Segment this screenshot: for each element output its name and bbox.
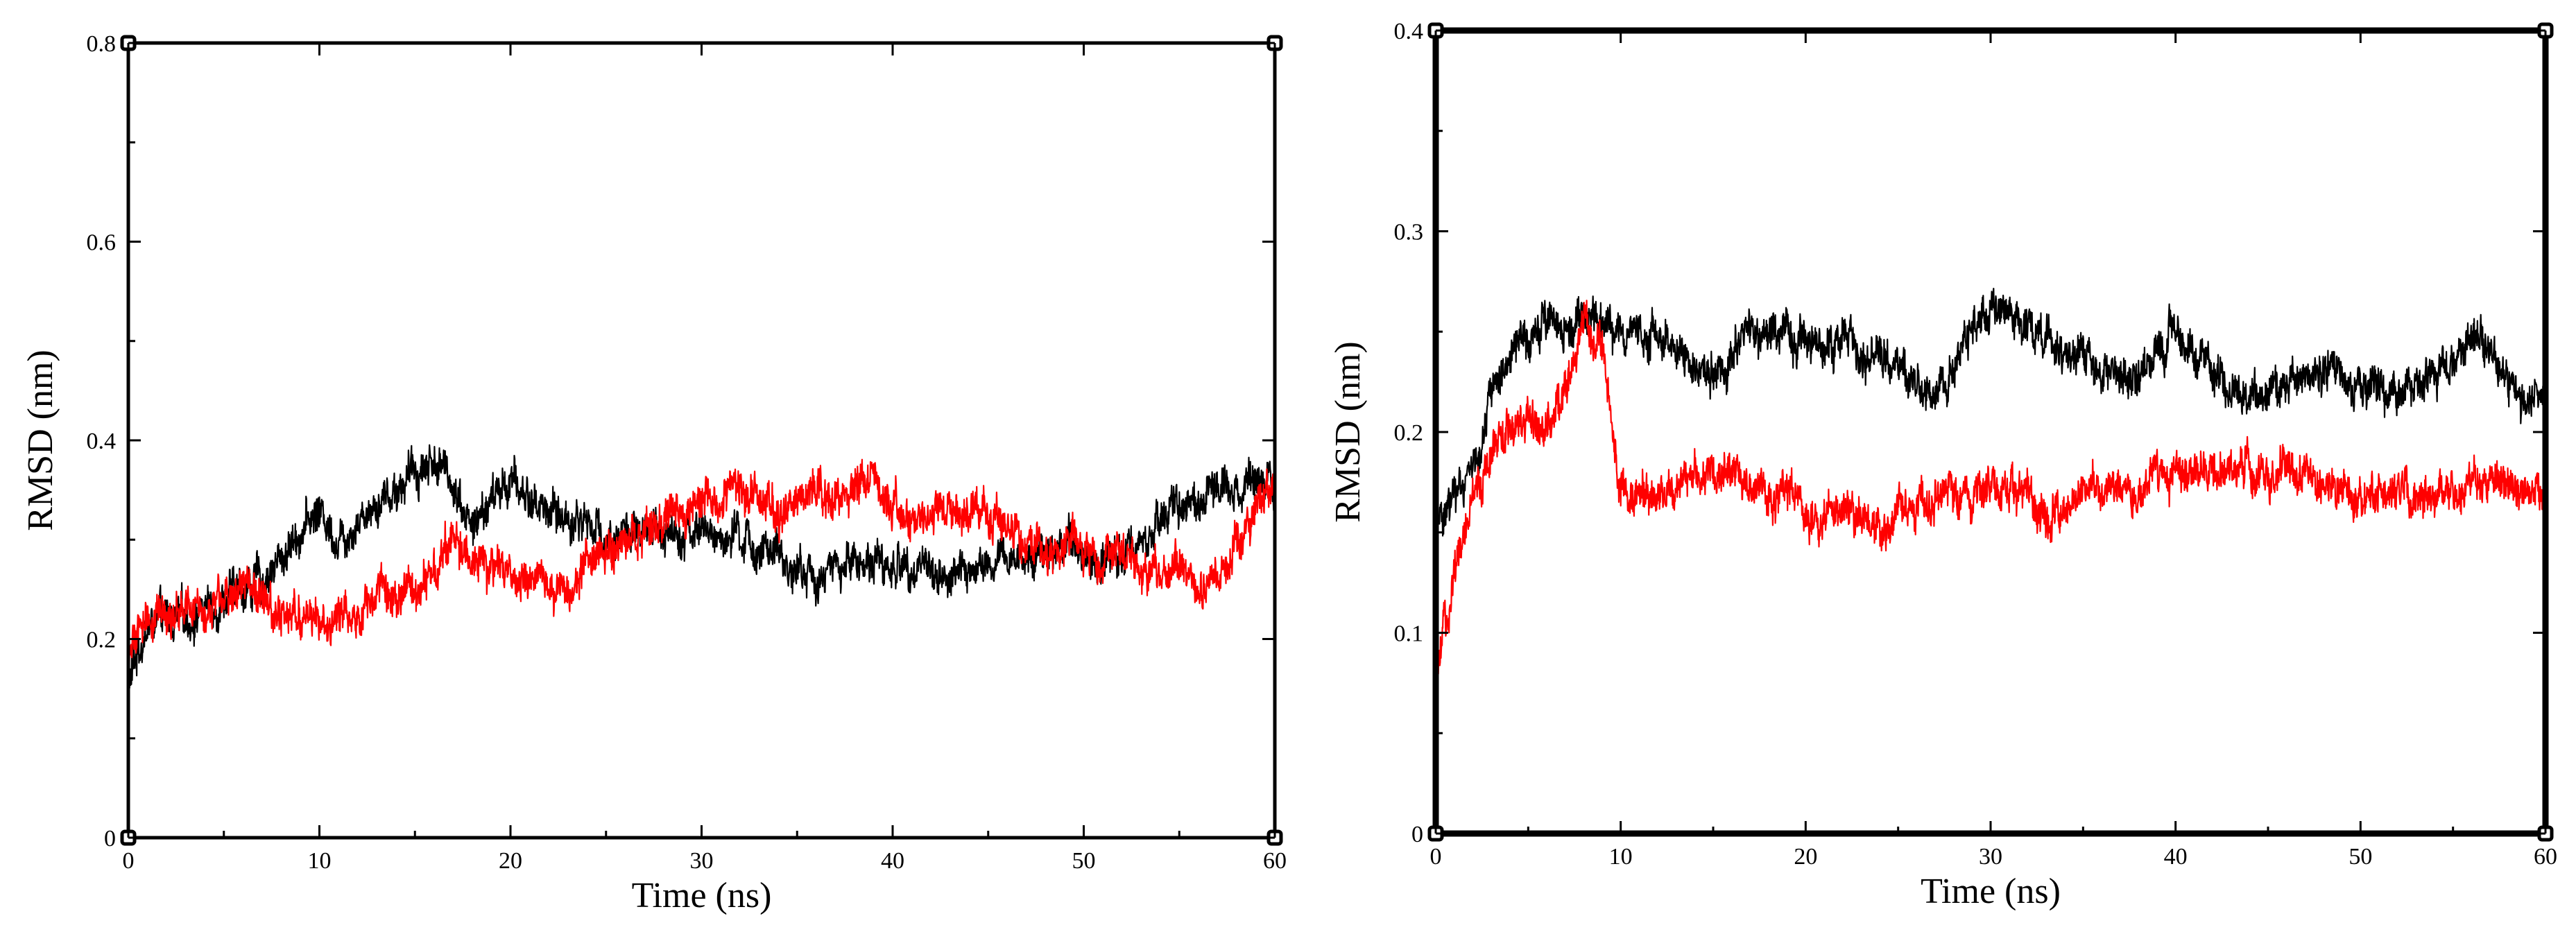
x-axis-title: Time (ns) (632, 876, 772, 915)
y-tick-label: 0.2 (87, 628, 117, 653)
y-tick-label: 0.3 (1394, 220, 1424, 245)
x-tick-label: 50 (1072, 848, 1096, 874)
chart-panel-2: 0 10 20 30 40 50 60 0 0.1 0.2 0.3 0.4 Time (ns) RMSD … (1328, 19, 2557, 911)
plot-frame (126, 41, 1277, 840)
series-line-1 (1436, 288, 2545, 537)
series-line-2 (1436, 300, 2545, 680)
plot-frame (1432, 27, 2549, 837)
x-tick-label: 40 (2164, 844, 2188, 870)
x-tick-label: 50 (2349, 844, 2372, 870)
y-axis-title: RMSD (nm) (21, 350, 60, 530)
x-tick-label: 20 (1794, 844, 1817, 870)
x-tick-label: 60 (1263, 848, 1287, 874)
y-tick-label: 0 (1411, 822, 1423, 847)
y-tick-label: 0.6 (87, 230, 117, 256)
y-tick-label: 0.4 (87, 429, 117, 454)
y-tick-label: 0.2 (1394, 420, 1424, 446)
x-tick-label: 60 (2534, 844, 2557, 870)
y-tick-label: 0.1 (1394, 621, 1424, 647)
x-tick-label: 0 (1430, 844, 1442, 870)
y-tick-label: 0.4 (1394, 19, 1424, 44)
y-tick-label: 0.8 (87, 31, 117, 57)
x-tick-label: 30 (1979, 844, 2002, 870)
x-tick-label: 10 (1609, 844, 1633, 870)
x-tick-label: 40 (881, 848, 904, 874)
y-axis-title: RMSD (nm) (1328, 341, 1368, 522)
chart-panel-1: 0 10 20 30 40 50 60 0 0.2 0.4 0.6 0.8 Time (ns) RMSD … (21, 31, 1287, 915)
x-tick-label: 0 (123, 848, 135, 874)
x-tick-label: 20 (499, 848, 522, 874)
x-axis-title: Time (ns) (1921, 872, 2061, 911)
x-tick-label: 10 (308, 848, 332, 874)
y-tick-label: 0 (104, 826, 116, 852)
series-line-2 (128, 458, 1275, 677)
x-tick-label: 30 (690, 848, 714, 874)
